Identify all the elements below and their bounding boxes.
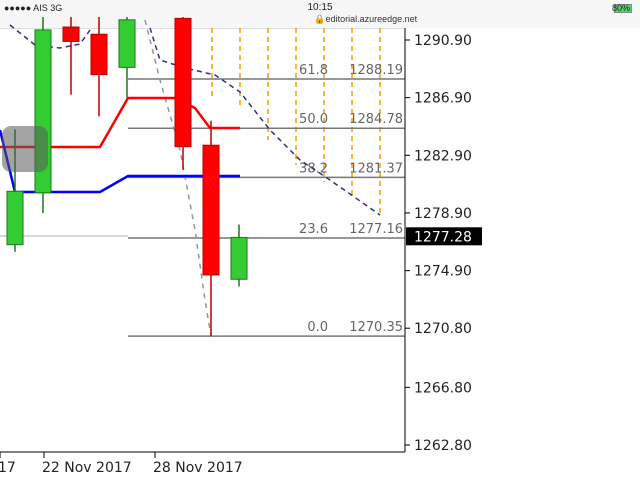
bullish-candle bbox=[118, 19, 136, 68]
fib-price-label: 1277.16 bbox=[349, 222, 403, 237]
bearish-candle bbox=[90, 33, 108, 76]
trend-dashed-line bbox=[144, 19, 212, 337]
x-tick-label: 22 Nov 2017 bbox=[42, 460, 132, 476]
y-tick-label: 1274.90 bbox=[414, 264, 472, 280]
bearish-candle bbox=[202, 144, 220, 276]
fib-level-label: 50.0 bbox=[299, 112, 328, 127]
carrier-signal: ●●●●● AIS 3G bbox=[4, 3, 63, 13]
x-tick-label: 17 bbox=[0, 460, 16, 476]
battery-icon bbox=[614, 4, 632, 14]
status-bar: ●●●●● AIS 3G 10:15 🔒 editorial.azureedge… bbox=[0, 0, 640, 29]
fib-level-label: 61.8 bbox=[299, 63, 328, 78]
fib-price-label: 1270.35 bbox=[349, 320, 403, 335]
fib-level-label: 0.0 bbox=[307, 320, 328, 335]
y-tick-label: 1282.90 bbox=[414, 148, 472, 164]
fib-price-label: 1288.19 bbox=[349, 63, 403, 78]
current-price-label: 1277.28 bbox=[414, 229, 472, 245]
fib-price-label: 1281.37 bbox=[349, 161, 403, 176]
battery-indicator: 80% bbox=[612, 3, 632, 14]
y-tick-label: 1286.90 bbox=[414, 91, 472, 107]
price-axis-background bbox=[405, 28, 640, 480]
fib-price-label: 1284.78 bbox=[349, 112, 403, 127]
y-tick-label: 1270.80 bbox=[414, 321, 472, 337]
moving-average-line bbox=[149, 27, 381, 216]
bearish-candle bbox=[174, 17, 192, 148]
bearish-candle bbox=[62, 26, 80, 42]
url-bar[interactable]: 🔒 editorial.azureedge.net bbox=[314, 14, 418, 24]
y-tick-label: 1266.80 bbox=[414, 380, 472, 396]
y-tick-label: 1262.80 bbox=[414, 438, 472, 454]
clock: 10:15 bbox=[307, 2, 333, 13]
battery-percent: 80% bbox=[612, 3, 631, 13]
bullish-candle bbox=[230, 236, 248, 280]
y-tick-label: 1278.90 bbox=[414, 206, 472, 222]
url-text: editorial.azureedge.net bbox=[325, 14, 418, 24]
fib-level-label: 23.6 bbox=[299, 222, 328, 237]
assistive-touch-button[interactable] bbox=[2, 126, 48, 172]
x-tick-label: 28 Nov 2017 bbox=[153, 460, 243, 476]
moving-average-line bbox=[9, 24, 91, 49]
current-price-marker bbox=[406, 227, 482, 246]
bullish-candle bbox=[6, 190, 24, 246]
y-tick-label: 1290.90 bbox=[414, 33, 472, 49]
